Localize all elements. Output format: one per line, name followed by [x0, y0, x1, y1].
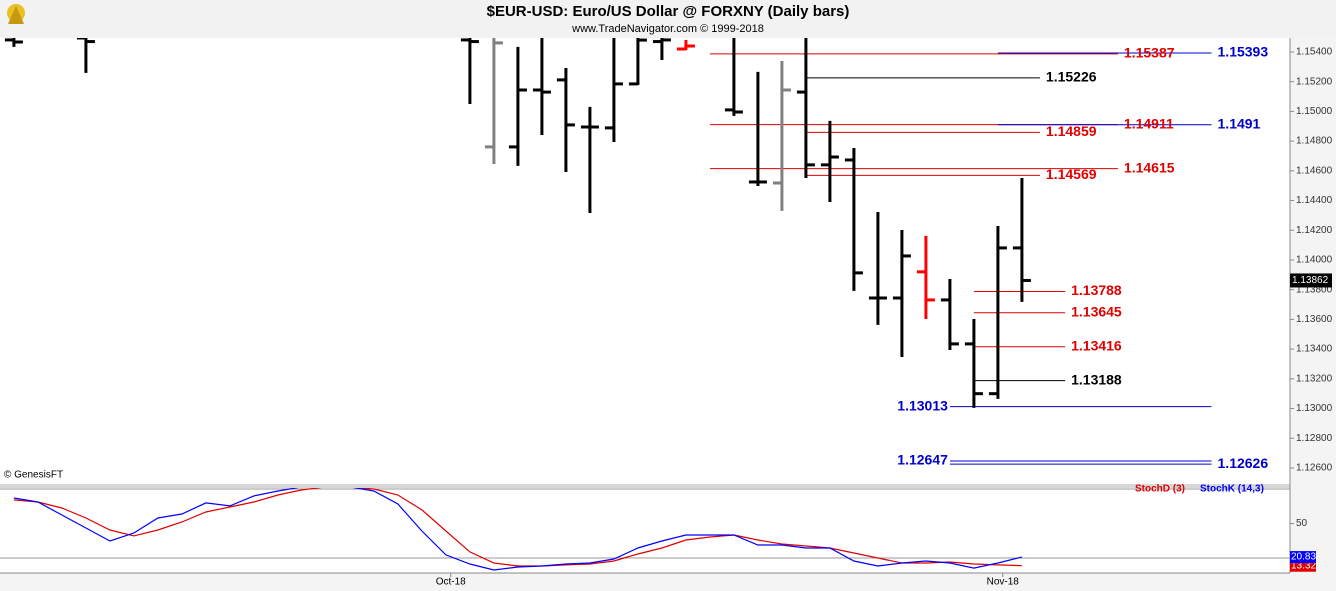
y-tick-label: 1.14200 [1296, 225, 1333, 236]
y-tick-label: 1.13000 [1296, 403, 1333, 414]
value-label: 13.32 [1291, 560, 1316, 571]
y-tick-label: 1.15400 [1296, 47, 1333, 58]
level-label: 1.13416 [1071, 337, 1122, 353]
level-label: 1.15387 [1124, 45, 1175, 61]
level-label: 1.13013 [897, 397, 948, 413]
level-label: 1.15393 [1218, 44, 1269, 60]
x-axis-bg [0, 573, 1290, 591]
y-tick-label: 1.13800 [1296, 284, 1333, 295]
y-tick-label: 1.12600 [1296, 463, 1333, 474]
level-label: 1.1491 [1218, 115, 1261, 131]
chart-title: $EUR-USD: Euro/US Dollar @ FORXNY (Daily… [487, 3, 850, 20]
y-tick-label: 1.14800 [1296, 136, 1333, 147]
level-label: 1.14859 [1046, 123, 1097, 139]
legend-entry: StochK (14,3) [1200, 484, 1264, 495]
x-tick-label: Nov-18 [987, 577, 1020, 588]
y-tick-label: 1.15200 [1296, 76, 1333, 87]
level-label: 1.14911 [1124, 115, 1174, 131]
axis-bg [1290, 38, 1336, 591]
level-label: 1.13188 [1071, 371, 1122, 387]
logo [7, 4, 25, 24]
last-price-box [1290, 273, 1332, 288]
header-bg [0, 0, 1336, 38]
stoch-line [13, 488, 1022, 567]
subtitle: www.TradeNavigator.com © 1999-2018 [571, 23, 764, 35]
x-tick-label: Oct-18 [436, 577, 466, 588]
y-tick-label: 1.14600 [1296, 165, 1333, 176]
value-label: 20.83 [1291, 552, 1316, 563]
y-tick-label: 1.14400 [1296, 195, 1333, 206]
panel-separator [0, 484, 1290, 488]
level-label: 1.14569 [1046, 166, 1097, 182]
value-box [1290, 551, 1316, 564]
y-tick-label: 1.13400 [1296, 344, 1333, 355]
y-tick-label: 1.12800 [1296, 433, 1333, 444]
level-label: 1.13788 [1071, 282, 1122, 298]
y-tick-label: 1.13600 [1296, 314, 1333, 325]
plot [4, 38, 1212, 465]
level-label: 1.14615 [1124, 159, 1175, 175]
y-tick-label: 1.14000 [1296, 255, 1333, 266]
level-label: 1.12626 [1218, 455, 1269, 471]
y-tick-label: 1.13200 [1296, 373, 1333, 384]
legend-entry: StochD (3) [1135, 484, 1185, 495]
credit: © GenesisFT [4, 470, 63, 481]
plot [13, 488, 1023, 571]
last-price-label: 1.13862 [1292, 275, 1329, 286]
stoch-line [13, 488, 1023, 571]
level-label: 1.15226 [1046, 69, 1097, 85]
level-label: 1.13645 [1071, 303, 1122, 319]
y-tick-label: 50 [1296, 518, 1308, 529]
y-tick-label: 1.15000 [1296, 106, 1333, 117]
level-label: 1.12647 [897, 452, 948, 468]
